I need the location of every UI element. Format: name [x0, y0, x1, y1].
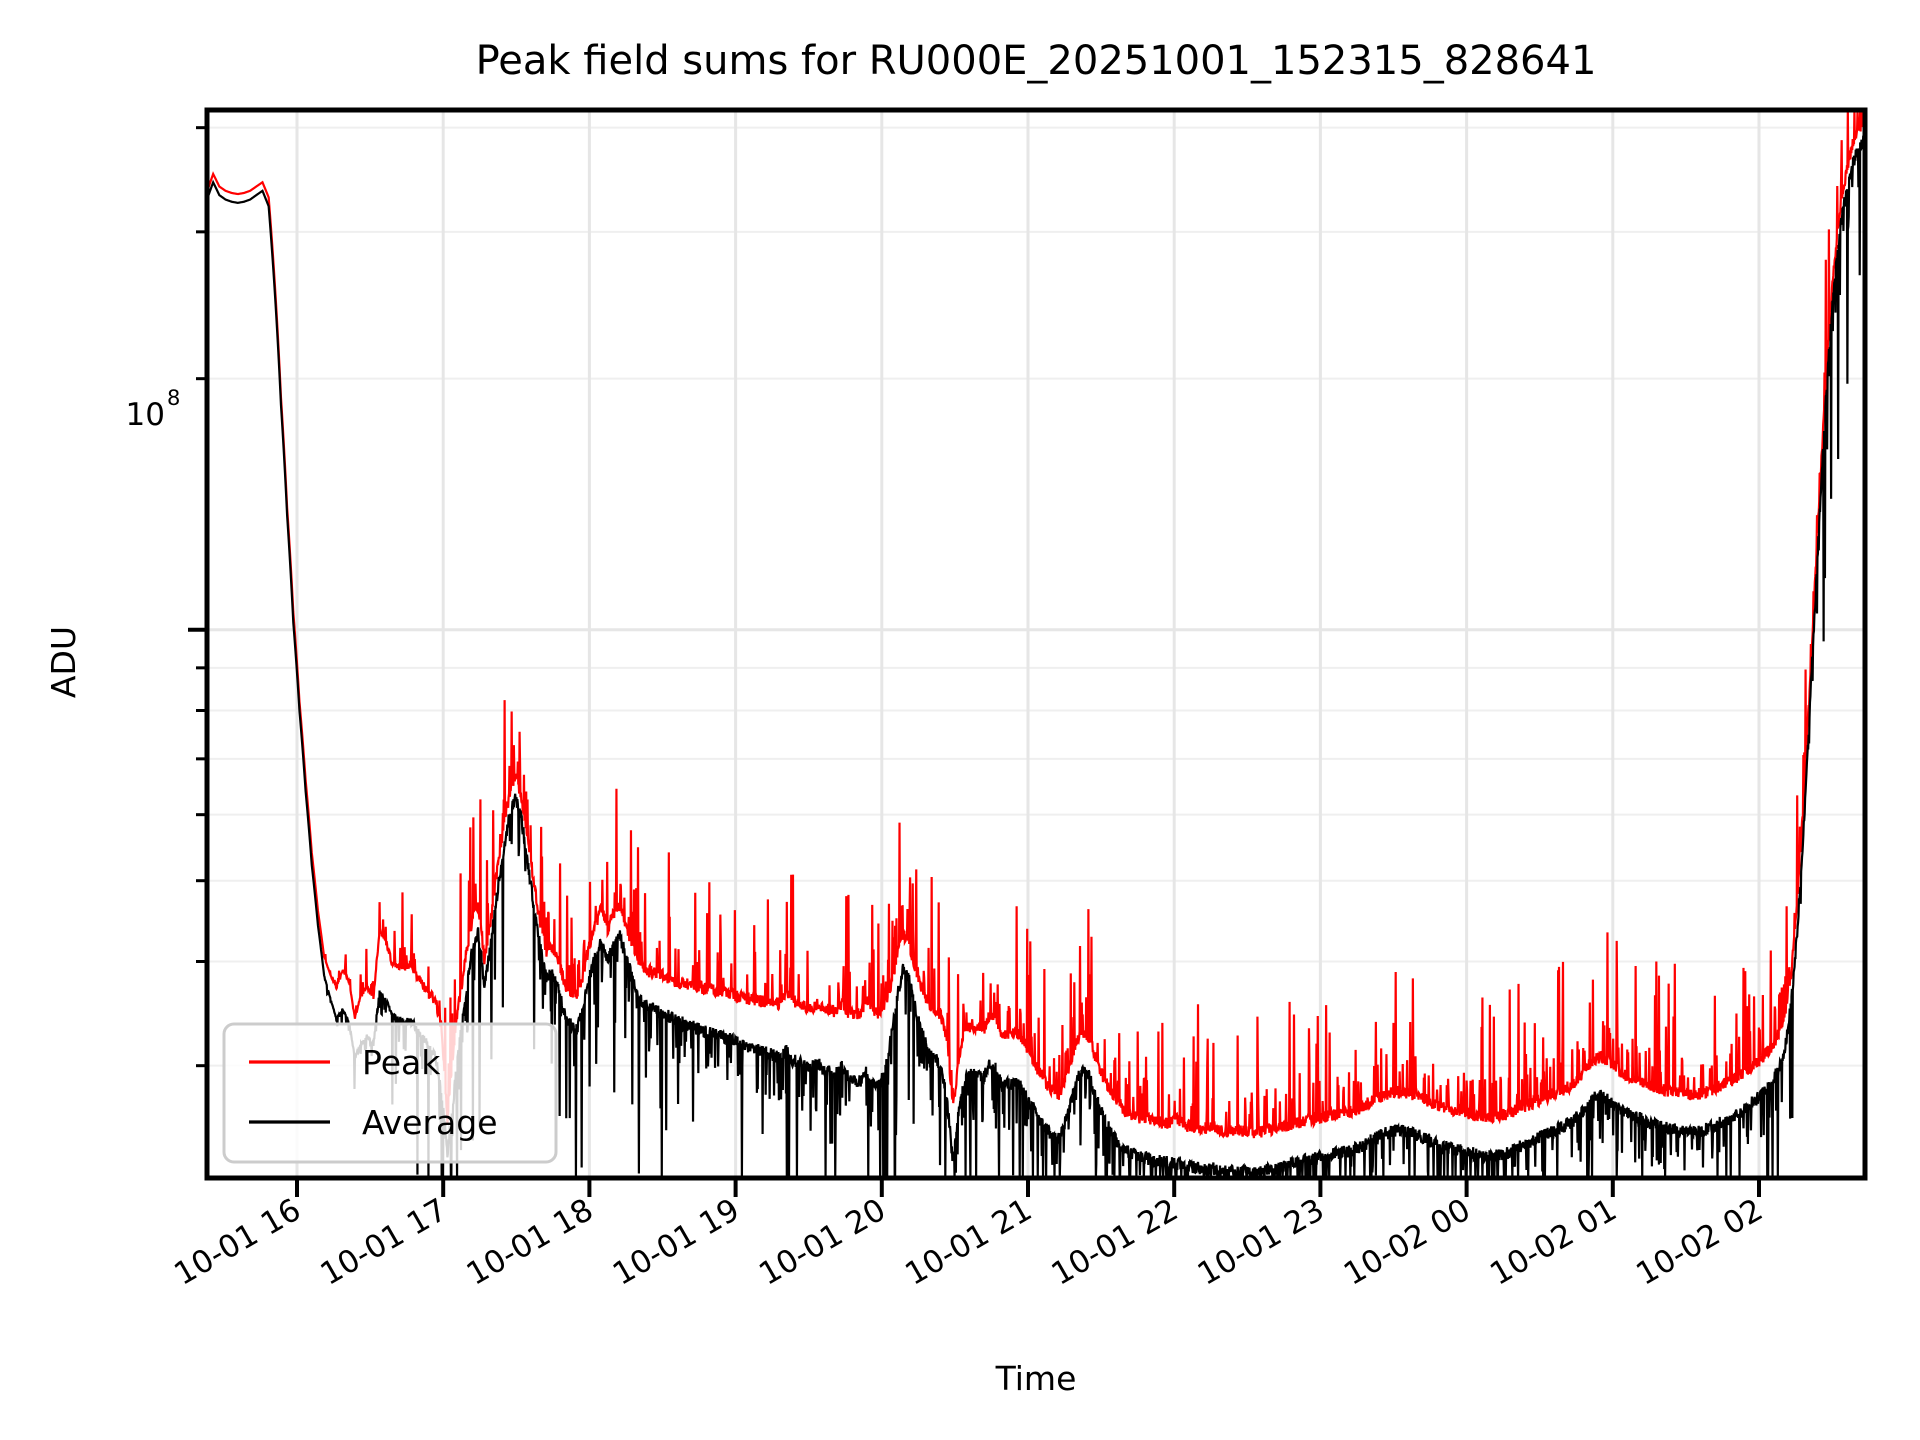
y-axis-label: ADU: [44, 626, 83, 698]
y-axis-tickmarks: [188, 126, 207, 1068]
legend-label-average: Average: [362, 1103, 498, 1142]
legend-frame: [222, 1022, 558, 1164]
chart-legend[interactable]: Peak Average: [222, 1022, 558, 1164]
data-series-group: [205, 109, 1867, 1183]
x-axis-tickmarks: [295, 1178, 1761, 1197]
bottom-margin-mask: [0, 1179, 1920, 1440]
chart-title-overlay: Peak field sums for RU000E_20251001_1523…: [476, 38, 1597, 84]
y-tick-label-1e8: 10 8: [126, 386, 181, 433]
top-margin-mask: [0, 0, 1920, 110]
series-line-peak: [205, 109, 1867, 1139]
legend-label-peak: Peak: [362, 1043, 441, 1082]
plot-axes-frame: [204, 107, 1868, 1181]
x-axis-label: Time: [995, 1359, 1077, 1398]
plot-area-background: [207, 110, 1865, 1178]
y-tick-mantissa: 10: [126, 397, 165, 433]
series-line-average: [205, 132, 1867, 1183]
y-tick-exponent: 8: [167, 386, 180, 410]
